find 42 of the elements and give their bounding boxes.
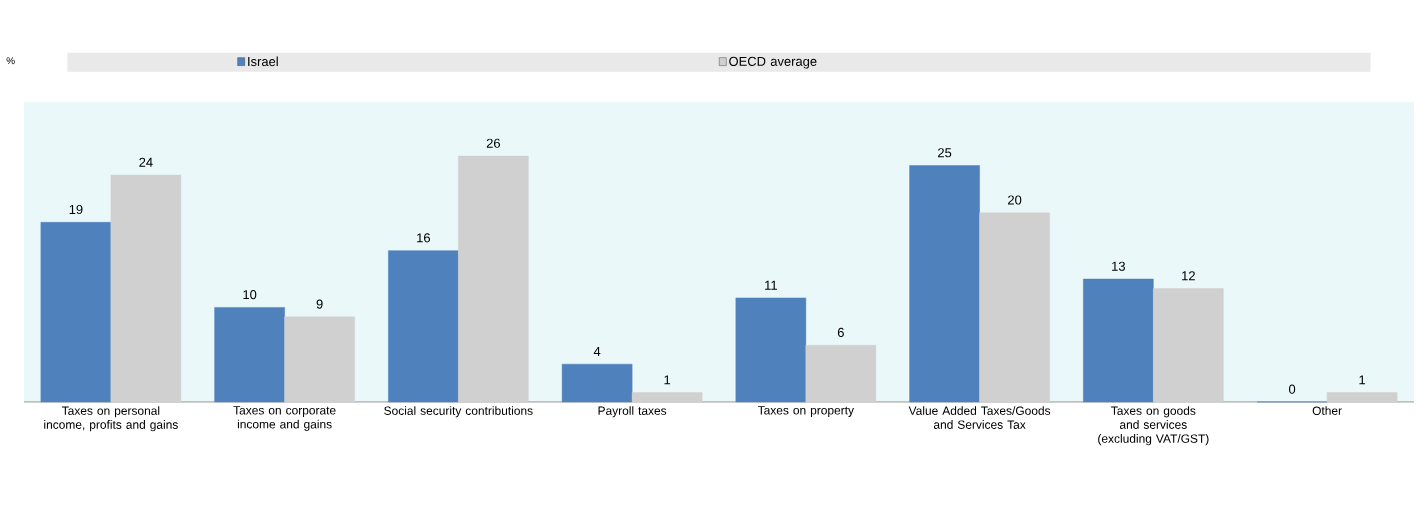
x-tick-label: Social security contributions bbox=[384, 406, 533, 418]
data-label: 19 bbox=[69, 204, 83, 215]
data-label: 9 bbox=[316, 299, 323, 309]
data-label: 1 bbox=[664, 375, 671, 385]
x-tick-label: Taxes on property bbox=[757, 406, 854, 417]
x-tick-label: Taxes on goods and services (excluding VAT/GST) bbox=[1098, 406, 1209, 446]
data-label: 11 bbox=[765, 280, 777, 290]
bar bbox=[805, 344, 877, 403]
data-label: 10 bbox=[243, 290, 257, 300]
data-label: 4 bbox=[593, 347, 601, 356]
legend-label: OECD average bbox=[729, 56, 817, 69]
bar bbox=[40, 222, 112, 403]
x-tick-label: Taxes on corporate income and gains bbox=[233, 406, 336, 431]
bar bbox=[909, 165, 980, 403]
data-label: 1 bbox=[1359, 375, 1366, 385]
legend-label: Israel bbox=[248, 56, 278, 67]
bar bbox=[110, 174, 182, 403]
bar bbox=[1083, 278, 1154, 403]
data-label: 0 bbox=[1288, 384, 1296, 394]
data-label: 16 bbox=[417, 233, 431, 243]
data-label: 13 bbox=[1112, 261, 1125, 271]
x-tick-label: Other bbox=[1312, 406, 1342, 415]
bar bbox=[735, 297, 807, 403]
bar bbox=[284, 316, 355, 403]
bar bbox=[561, 363, 633, 403]
text: % bbox=[6, 57, 15, 65]
bar bbox=[631, 392, 703, 403]
bar bbox=[458, 155, 529, 403]
data-label: 25 bbox=[938, 148, 952, 158]
data-label: 24 bbox=[139, 157, 153, 167]
data-label: 12 bbox=[1182, 271, 1195, 281]
data-label: 20 bbox=[1008, 195, 1022, 205]
bar bbox=[979, 212, 1050, 403]
x-tick-label: Taxes on personal income, profits and gains bbox=[44, 406, 178, 432]
bar bbox=[388, 250, 459, 403]
bar bbox=[1326, 392, 1398, 403]
x-tick-label: Payroll taxes bbox=[598, 406, 667, 418]
data-label: 26 bbox=[486, 138, 501, 148]
bar bbox=[1153, 288, 1224, 403]
x-tick-label: Value Added Taxes/Goods and Services Tax bbox=[908, 406, 1051, 429]
bar bbox=[214, 307, 285, 403]
data-label: 6 bbox=[837, 327, 844, 337]
